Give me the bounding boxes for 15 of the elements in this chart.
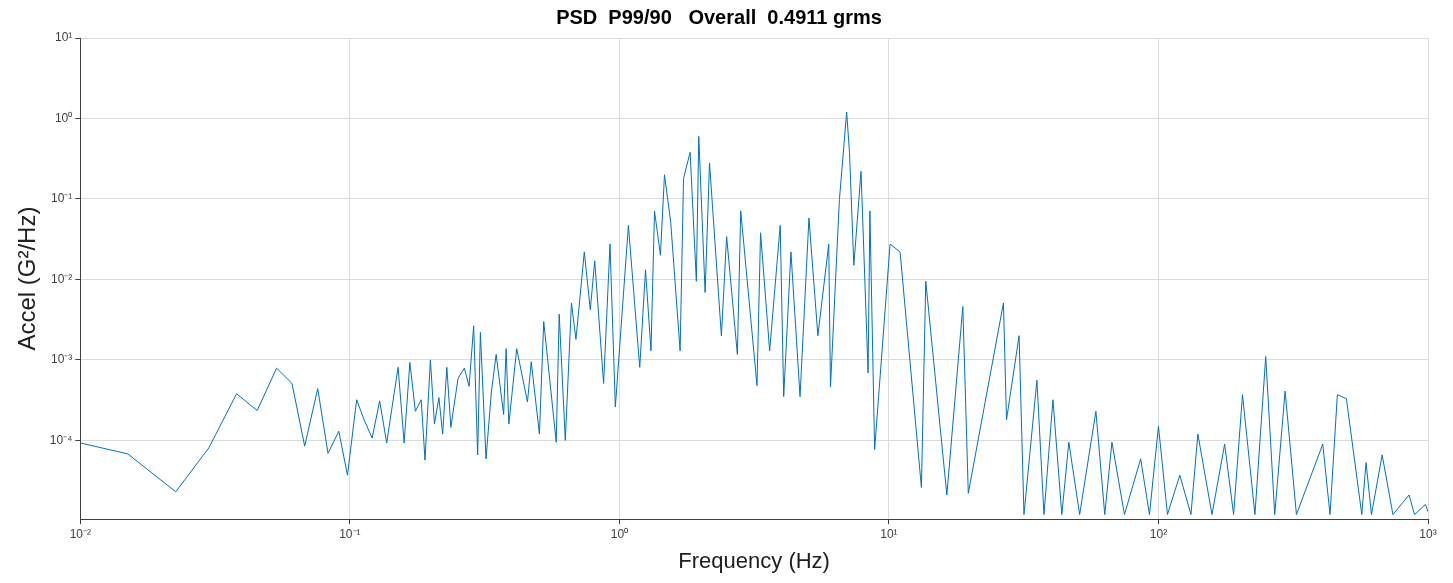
x-tick-label: 10² bbox=[1149, 526, 1168, 541]
x-tick-label: 10⁰ bbox=[610, 526, 629, 541]
y-tick-label: 10¹ bbox=[54, 30, 73, 45]
x-tick-label: 10⁻¹ bbox=[339, 526, 361, 541]
x-tick-label: 10³ bbox=[1419, 526, 1437, 541]
chart-title: PSD P99/90 Overall 0.4911 grms bbox=[556, 5, 882, 28]
y-tick-label: 10⁻² bbox=[50, 271, 73, 286]
x-tick-label: 10⁻² bbox=[69, 526, 91, 541]
y-tick-label: 10⁻¹ bbox=[50, 191, 73, 206]
y-axis-title: Accel (G²/Hz) bbox=[13, 206, 41, 351]
x-tick-label: 10¹ bbox=[880, 526, 898, 541]
y-tick-label: 10⁻³ bbox=[50, 352, 73, 367]
x-axis-title: Frequency (Hz) bbox=[678, 547, 830, 573]
y-tick-label: 10⁻⁴ bbox=[49, 432, 73, 447]
y-tick-label: 10⁰ bbox=[54, 110, 73, 125]
